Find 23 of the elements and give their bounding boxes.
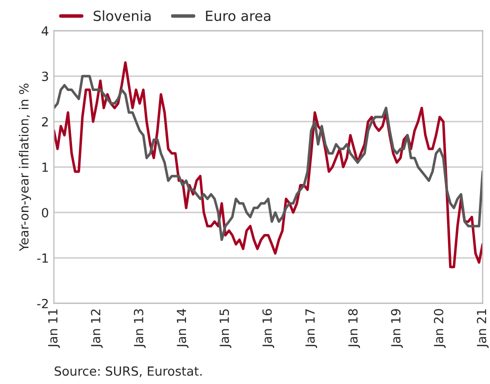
x-tick-label: Jan 12 [90, 309, 103, 348]
y-tick-label: 4 [42, 26, 48, 36]
x-tick-label: Jan 15 [220, 309, 232, 348]
y-tick-label: 1 [42, 162, 48, 172]
x-tick-label: Jan 19 [391, 309, 403, 348]
legend-label: Euro area [206, 10, 270, 22]
y-tick-label: 2 [42, 117, 48, 126]
y-tick-label: 0 [42, 208, 48, 218]
y-tick-label: -1 [37, 254, 48, 263]
source-note: Source: SURS, Eurostat. [54, 366, 202, 378]
x-tick-label: Jan 21 [476, 309, 489, 348]
x-tick-label: Jan 17 [306, 309, 318, 348]
legend-label: Slovenia [94, 10, 151, 22]
line-series [54, 74, 483, 241]
x-tick-label: Jan 20 [434, 309, 446, 348]
x-tick-label: Jan 18 [348, 309, 360, 348]
x-tick-label: Jan 14 [176, 308, 188, 348]
x-tick-label: Jan 16 [262, 309, 274, 348]
y-tick-label: 3 [42, 72, 48, 82]
x-tick-label: Jan 13 [134, 309, 146, 348]
y-axis-title: Year-on-year inflation, in % [18, 84, 32, 252]
y-tick-label: -2 [37, 298, 48, 308]
x-tick-label: Jan 11 [48, 309, 60, 348]
